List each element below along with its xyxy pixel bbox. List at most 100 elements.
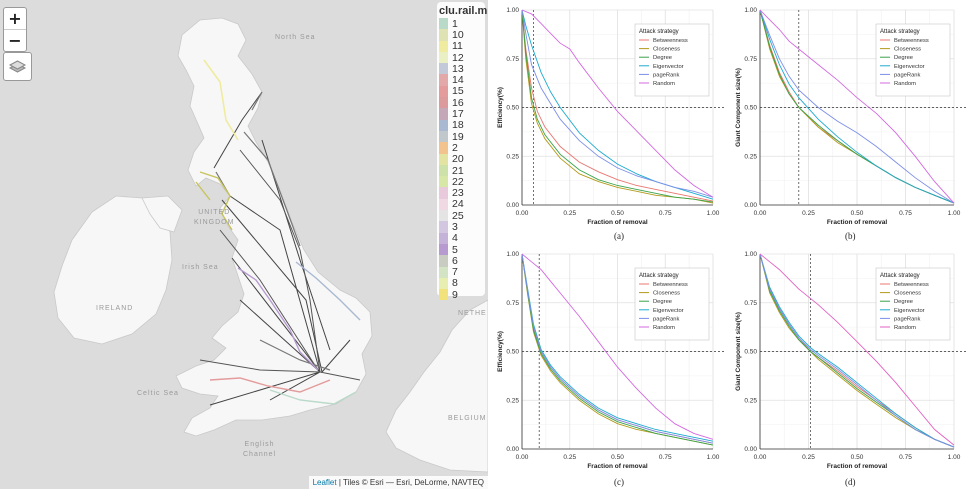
zoom-in-button[interactable]: +: [8, 9, 22, 28]
x-tick-label: 0.00: [754, 454, 767, 461]
caption-d: (d): [845, 477, 856, 487]
legend-swatch: [439, 221, 448, 233]
legend-label: 3: [452, 221, 458, 233]
series-line-pagerank: [759, 253, 955, 448]
legend-label: 13: [452, 62, 464, 75]
legend-label: 5: [452, 243, 458, 256]
legend-item-19: 19: [437, 130, 485, 143]
y-tick-label: 0.00: [506, 446, 519, 453]
chart-legend-label: Degree: [894, 55, 913, 61]
x-axis-label: Fraction of removal: [587, 463, 648, 470]
x-tick-label: 0.25: [563, 210, 576, 217]
chart-panel-a: 0.00 0.25 0.50 0.75 1.00 0.00 0.25 0.50 0.75 1.00…: [490, 0, 725, 241]
x-tick-label: 0.75: [899, 210, 912, 217]
legend-label: 14: [452, 74, 464, 87]
chart-legend-label: Random: [894, 325, 916, 331]
x-axis-label: Fraction of removal: [587, 219, 648, 226]
chart-panel-d: 0.00 0.25 0.50 0.75 1.00 0.00 0.25 0.50 0.75 1.00…: [728, 244, 966, 485]
map-legend: clu.rail.m 1 10 11 12 13 14 15 16 17 18 19 2 20 21 22 2…: [437, 2, 487, 301]
x-tick-label: 0.75: [659, 210, 672, 217]
legend-item-2: 2: [437, 141, 485, 154]
chart-legend-label: Degree: [653, 55, 672, 61]
legend-swatch: [439, 85, 448, 98]
legend-label: 1: [452, 17, 458, 30]
chart-a: 0.00 0.25 0.50 0.75 1.00 0.00 0.25 0.50 0.75 1.00…: [497, 7, 725, 226]
chart-legend-label: pageRank: [894, 72, 921, 78]
y-tick-label: 0.50: [744, 349, 757, 356]
legend-label: 4: [452, 232, 458, 245]
legend-label: 25: [452, 209, 464, 222]
label-netherlands: NETHE: [458, 310, 487, 317]
label-english-channel: English Channel: [243, 441, 277, 458]
legend-item-15: 15: [437, 85, 485, 98]
legend-swatch: [439, 18, 448, 30]
legend-label: 20: [452, 153, 464, 166]
label-belgium: BELGIUM: [448, 415, 487, 422]
series-line-pagerank: [521, 9, 714, 198]
legend-item-23: 23: [437, 187, 485, 200]
chart-legend-title: Attack strategy: [639, 29, 679, 35]
legend-item-1: 1: [437, 17, 485, 30]
layers-button[interactable]: [3, 52, 32, 81]
chart-legend-box: [634, 23, 710, 97]
map-view[interactable]: + − North Sea UNITED KINGDOM Irish Sea I…: [0, 0, 488, 489]
label-ireland: IRELAND: [96, 305, 134, 312]
legend-item-24: 24: [437, 198, 485, 210]
legend-item-6: 6: [437, 255, 485, 267]
legend-item-21: 21: [437, 164, 485, 177]
y-axis-label: Giant Component size(%): [735, 68, 742, 147]
legend-swatch: [439, 130, 448, 143]
chart-legend-label: Degree: [653, 299, 672, 305]
x-axis-label: Fraction of removal: [827, 219, 888, 226]
zoom-out-button[interactable]: −: [4, 29, 26, 51]
series-line-random: [521, 9, 714, 198]
caption-c: (c): [614, 477, 624, 487]
chart-legend-label: Closeness: [894, 47, 921, 53]
x-tick-label: 1.00: [707, 454, 720, 461]
legend-item-14: 14: [437, 74, 485, 87]
legend-swatch: [439, 29, 448, 41]
legend-swatch: [439, 187, 448, 199]
legend-swatch: [439, 97, 448, 109]
legend-item-13: 13: [437, 62, 485, 75]
x-tick-label: 0.00: [516, 454, 529, 461]
chart-legend-label: Betweenness: [894, 38, 929, 44]
great-britain-landmass: [175, 17, 373, 437]
legend-item-12: 12: [437, 52, 485, 64]
caption-a: (a): [614, 231, 624, 241]
chart-legend-label: Closeness: [653, 291, 680, 297]
y-tick-label: 0.75: [506, 56, 519, 63]
legend-item-8: 8: [437, 277, 485, 289]
europe-landmass: [385, 299, 488, 473]
chart-legend-box: [875, 23, 951, 97]
leaflet-link[interactable]: Leaflet: [312, 478, 337, 487]
legend-swatch: [439, 176, 448, 188]
layers-icon: [8, 60, 27, 73]
chart-legend-label: pageRank: [653, 72, 680, 78]
legend-swatch: [439, 108, 448, 120]
x-tick-label: 0.00: [754, 210, 767, 217]
legend-label: 21: [452, 164, 464, 177]
legend-item-4: 4: [437, 232, 485, 245]
legend-item-10: 10: [437, 28, 485, 41]
label-united-kingdom: UNITED KINGDOM: [194, 209, 235, 226]
chart-c: 0.00 0.25 0.50 0.75 1.00 0.00 0.25 0.50 0.75 1.00…: [497, 251, 725, 470]
legend-label: 10: [452, 28, 464, 41]
map-attribution: Leaflet | Tiles © Esri — Esri, DeLorme, …: [308, 476, 488, 489]
y-tick-label: 0.00: [744, 202, 757, 209]
chart-legend-label: Eigenvector: [653, 64, 684, 70]
x-tick-label: 0.75: [899, 454, 912, 461]
attribution-text: | Tiles © Esri — Esri, DeLorme, NAVTEQ: [336, 478, 484, 487]
chart-legend-label: Eigenvector: [894, 308, 925, 314]
chart-legend-label: pageRank: [894, 316, 921, 322]
legend-item-25: 25: [437, 209, 485, 222]
legend-label: 2: [452, 141, 458, 154]
chart-legend-box: [875, 267, 951, 341]
series-line-eigenvector: [759, 253, 955, 448]
y-tick-label: 0.00: [744, 446, 757, 453]
series-line-pagerank: [759, 9, 955, 204]
legend-item-3: 3: [437, 221, 485, 233]
legend-label: 23: [452, 187, 464, 200]
y-tick-label: 0.75: [744, 300, 757, 307]
chart-legend-label: Betweenness: [653, 282, 688, 288]
